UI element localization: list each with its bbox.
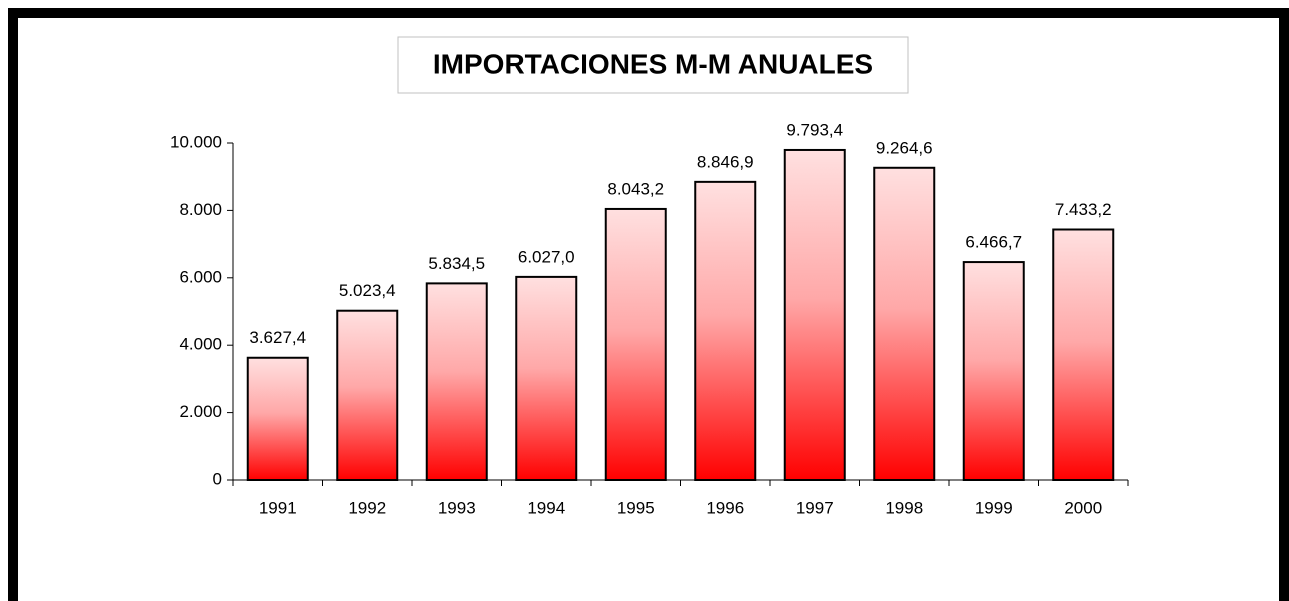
data-label: 3.627,4 <box>249 328 306 347</box>
data-label: 6.466,7 <box>965 233 1022 252</box>
y-tick-label: 10.000 <box>170 132 222 151</box>
y-tick-label: 4.000 <box>179 335 222 354</box>
frame <box>8 8 1289 601</box>
x-tick-label: 1995 <box>617 498 655 517</box>
data-label: 8.846,9 <box>697 152 754 171</box>
data-label: 5.834,5 <box>428 254 485 273</box>
bar <box>515 275 578 481</box>
x-tick-label: 1998 <box>885 498 923 517</box>
data-label: 5.023,4 <box>339 281 396 300</box>
x-tick-label: 1994 <box>527 498 565 517</box>
x-tick-label: 2000 <box>1064 498 1102 517</box>
x-tick-label: 1993 <box>438 498 476 517</box>
x-tick-label: 1999 <box>975 498 1013 517</box>
data-label: 9.264,6 <box>876 138 933 157</box>
bar <box>694 180 757 481</box>
data-label: 6.027,0 <box>518 247 575 266</box>
chart-title: IMPORTACIONES M-M ANUALES <box>433 48 873 79</box>
bar <box>873 166 936 481</box>
x-tick-label: 1991 <box>259 498 297 517</box>
data-label: 8.043,2 <box>607 179 664 198</box>
bar <box>962 261 1025 481</box>
y-tick-label: 0 <box>213 469 222 488</box>
y-tick-label: 2.000 <box>179 402 222 421</box>
x-tick-label: 1992 <box>348 498 386 517</box>
bar <box>1052 228 1115 481</box>
title-box <box>397 36 909 94</box>
bar <box>783 148 846 481</box>
y-tick-label: 8.000 <box>179 200 222 219</box>
data-label: 7.433,2 <box>1055 200 1112 219</box>
y-tick-label: 6.000 <box>179 267 222 286</box>
bar <box>425 282 488 481</box>
bar <box>336 309 399 481</box>
x-tick-label: 1997 <box>796 498 834 517</box>
bar <box>246 356 309 481</box>
bar <box>604 207 667 481</box>
data-label: 9.793,4 <box>786 120 843 139</box>
x-tick-label: 1996 <box>706 498 744 517</box>
